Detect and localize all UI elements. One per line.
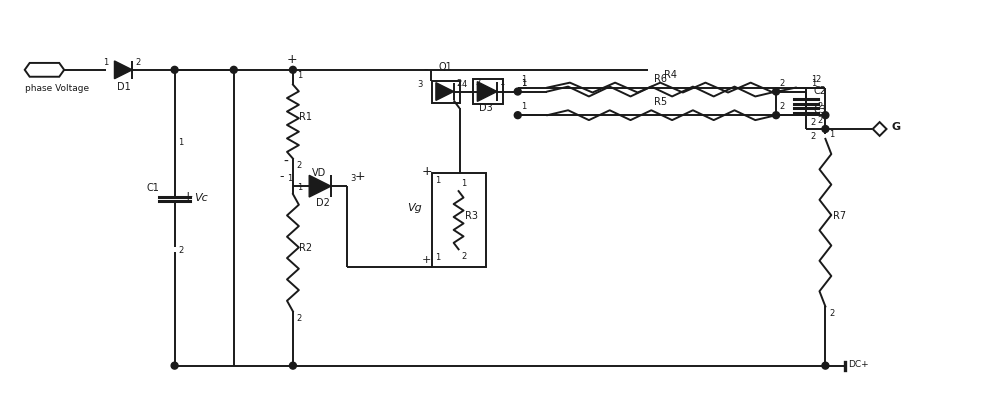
Text: 2: 2 — [816, 75, 821, 84]
Text: 1: 1 — [287, 174, 292, 183]
Text: phase Voltage: phase Voltage — [25, 84, 89, 94]
Circle shape — [289, 362, 296, 369]
Circle shape — [822, 125, 829, 133]
Text: 2: 2 — [811, 118, 816, 127]
Text: R2: R2 — [299, 243, 312, 253]
Text: 2: 2 — [829, 309, 835, 318]
Text: 2: 2 — [818, 116, 823, 125]
Text: 1: 1 — [297, 183, 302, 192]
Text: 2: 2 — [297, 314, 302, 323]
Text: R6: R6 — [654, 74, 667, 84]
Text: 1: 1 — [435, 253, 440, 262]
Text: 1: 1 — [462, 179, 467, 188]
Circle shape — [230, 66, 237, 73]
Polygon shape — [436, 83, 454, 100]
Text: -: - — [423, 63, 428, 76]
Text: D1: D1 — [117, 82, 131, 92]
Polygon shape — [309, 176, 331, 197]
Text: 1: 1 — [811, 75, 816, 84]
Text: C2: C2 — [814, 86, 827, 96]
Text: +: + — [355, 170, 366, 183]
Text: Vc: Vc — [194, 193, 208, 203]
Text: 1: 1 — [179, 138, 184, 147]
Text: 2: 2 — [179, 246, 184, 255]
Text: R5: R5 — [654, 97, 667, 107]
Text: 2: 2 — [811, 132, 816, 141]
Text: -: - — [279, 170, 284, 183]
Bar — [473, 79, 503, 104]
Circle shape — [514, 112, 521, 119]
Text: 2: 2 — [475, 78, 481, 87]
Text: R3: R3 — [465, 211, 478, 221]
Text: 1: 1 — [521, 78, 526, 88]
Circle shape — [822, 362, 829, 369]
Text: 2: 2 — [462, 252, 467, 261]
Text: G: G — [891, 122, 901, 132]
Text: 1: 1 — [521, 102, 526, 111]
Circle shape — [822, 112, 829, 119]
Circle shape — [773, 88, 780, 95]
Text: +: + — [422, 255, 431, 265]
Text: D3: D3 — [479, 103, 493, 113]
Text: R1: R1 — [299, 112, 312, 122]
Text: Vg: Vg — [407, 203, 422, 213]
Text: 2: 2 — [135, 58, 140, 67]
Text: C3: C3 — [814, 105, 826, 115]
Polygon shape — [477, 82, 497, 101]
Bar — [432, 174, 486, 267]
Text: 2: 2 — [779, 78, 784, 88]
Text: 3: 3 — [350, 174, 355, 183]
Text: 1: 1 — [811, 78, 816, 88]
Text: VD: VD — [312, 168, 326, 178]
Text: R7: R7 — [833, 211, 846, 221]
Text: Q1: Q1 — [439, 62, 453, 72]
Text: +: + — [287, 53, 298, 66]
Circle shape — [171, 362, 178, 369]
Circle shape — [171, 66, 178, 73]
Text: 1: 1 — [103, 58, 108, 67]
Text: +: + — [182, 190, 193, 203]
Circle shape — [289, 66, 296, 73]
Text: 2: 2 — [779, 102, 784, 111]
Circle shape — [514, 88, 521, 95]
Bar — [432, 81, 460, 103]
Text: 1: 1 — [829, 130, 835, 139]
Text: 1: 1 — [521, 75, 526, 84]
Text: 2: 2 — [818, 102, 823, 111]
Text: C1: C1 — [147, 183, 160, 193]
Text: 2: 2 — [297, 162, 302, 170]
Text: 3: 3 — [417, 80, 423, 89]
Circle shape — [773, 112, 780, 119]
Text: D2: D2 — [316, 198, 330, 208]
Text: 1: 1 — [499, 78, 504, 87]
Text: 1: 1 — [297, 71, 302, 80]
Text: R4: R4 — [664, 70, 677, 80]
Text: -: - — [283, 154, 288, 168]
Text: DC+: DC+ — [848, 360, 869, 369]
Text: 1: 1 — [521, 78, 526, 88]
Text: 1: 1 — [435, 176, 440, 185]
Text: +: + — [422, 165, 433, 178]
Text: 2: 2 — [457, 78, 462, 88]
Polygon shape — [114, 61, 132, 79]
Text: 4: 4 — [462, 80, 467, 89]
